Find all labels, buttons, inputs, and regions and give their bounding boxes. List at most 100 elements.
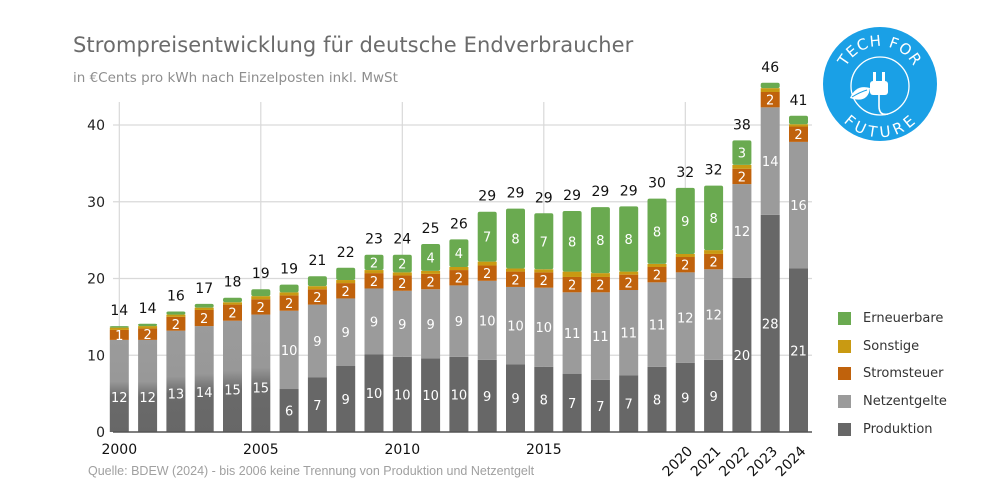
y-tick-label: 0 [96,425,105,441]
legend-label: Produktion [863,421,933,437]
bar-segment-sonstige [760,88,780,92]
segment-label: 2 [143,328,151,343]
segment-label: 15 [253,381,270,396]
bar-segment-netzentgelte [477,280,497,360]
bar-segment-netzentgelte [449,285,469,357]
bar-segment-sonstige [194,307,214,310]
bar-segment-sonstige [251,296,271,300]
bar-segment-netzentgelte [421,289,441,359]
segment-label: 2 [511,273,519,288]
bar-segment-netzentgelte [534,287,554,367]
bar-segment-erneuerbare [534,213,554,270]
bar-segment-stromsteuer [336,283,356,299]
bar-segment-netzentgelte [166,330,186,432]
segment-label: 12 [705,309,722,324]
bar-segment-erneuerbare [138,323,158,327]
bar-segment-erneuerbare [109,326,129,328]
segment-label: 28 [762,317,779,332]
segment-label: 7 [568,397,576,412]
bar-segment-sonstige [534,269,554,273]
bar-segment-produktion [590,379,610,432]
segment-label: 9 [511,392,519,407]
bar-segment-produktion [364,354,384,432]
bar-segment-netzentgelte [590,292,610,380]
segment-label: 2 [794,128,802,143]
bar-segment-stromsteuer [534,272,554,288]
segment-label: 10 [422,389,439,404]
segment-label: 10 [536,321,553,336]
total-label: 29 [591,184,609,200]
segment-label: 9 [709,390,717,405]
bar-segment-netzentgelte [194,326,214,432]
bar-segment-produktion [506,364,525,432]
total-label: 22 [337,245,355,261]
total-label: 19 [252,266,270,282]
segment-label: 9 [313,335,321,350]
legend-swatch-produktion [838,422,851,436]
bar-segment-produktion [336,365,356,432]
bar-stack-2012 [449,239,469,432]
segment-label: 2 [681,259,689,274]
bar-segment-sonstige [364,270,384,274]
total-label: 14 [110,303,128,319]
segment-label: 2 [709,256,717,271]
data-labels: 1211412214132161421715218152196102197922… [110,60,807,420]
bar-segment-stromsteuer [619,274,639,291]
bar-stack-2023 [760,82,780,432]
legend-label: Stromsteuer [863,366,944,382]
bar-segment-stromsteuer [109,329,129,340]
bar-stack-2019 [647,198,667,432]
x-tick-label: 2005 [243,442,279,458]
segment-label: 11 [649,319,666,334]
segment-label: 3 [738,147,746,162]
segment-label: 10 [451,388,468,403]
segment-label: 2 [426,276,434,291]
bar-segment-sonstige [732,164,752,169]
bar-segment-produktion [732,277,752,432]
segment-label: 2 [596,279,604,294]
bar-segment-erneuerbare [392,254,412,273]
segment-label: 2 [455,272,463,287]
segment-label: 7 [313,399,321,414]
segment-label: 12 [139,391,156,406]
bar-segment-sonstige [506,268,525,272]
bar-segment-sonstige [109,327,129,330]
x-tick-label: 2022 [716,444,753,481]
bar-segment-netzentgelte [336,298,356,366]
segment-label: 8 [596,234,604,249]
bar-segment-produktion [760,214,780,432]
total-label: 23 [365,232,383,248]
total-label: 32 [705,163,723,179]
total-label: 17 [195,281,213,297]
bar-stack-2021 [704,185,724,432]
y-tick-label: 40 [87,118,105,134]
segment-label: 9 [455,315,463,330]
bar-segment-netzentgelte [789,141,808,269]
bar-segment-erneuerbare [704,185,724,251]
bar-segment-sonstige [562,271,582,277]
legend-swatch-stromsteuer [838,367,851,381]
bar-segment-stromsteuer [223,304,242,321]
segment-label: 13 [168,388,185,403]
bar-segment-stromsteuer [675,257,695,273]
bar-segment-netzentgelte [279,310,299,390]
segment-label: 8 [653,225,661,240]
bar-segment-produktion [477,359,497,432]
segment-label: 8 [511,233,519,248]
bar-segment-stromsteuer [590,276,610,293]
total-label: 29 [535,190,553,206]
bar-segment-erneuerbare [364,254,384,271]
bar-segment-stromsteuer [760,91,780,108]
bar-stack-2014 [506,208,525,432]
segment-label: 10 [281,344,298,359]
bar-segment-sonstige [477,261,497,266]
bar-stack-2015 [534,213,554,432]
bar-stack-2017 [590,207,610,432]
segment-label: 6 [285,405,293,420]
bar-stack-2008 [336,267,356,432]
segment-label: 8 [625,233,633,248]
segment-label: 4 [426,251,434,266]
bar-segment-stromsteuer [704,253,724,270]
bar-segment-produktion [534,366,554,432]
